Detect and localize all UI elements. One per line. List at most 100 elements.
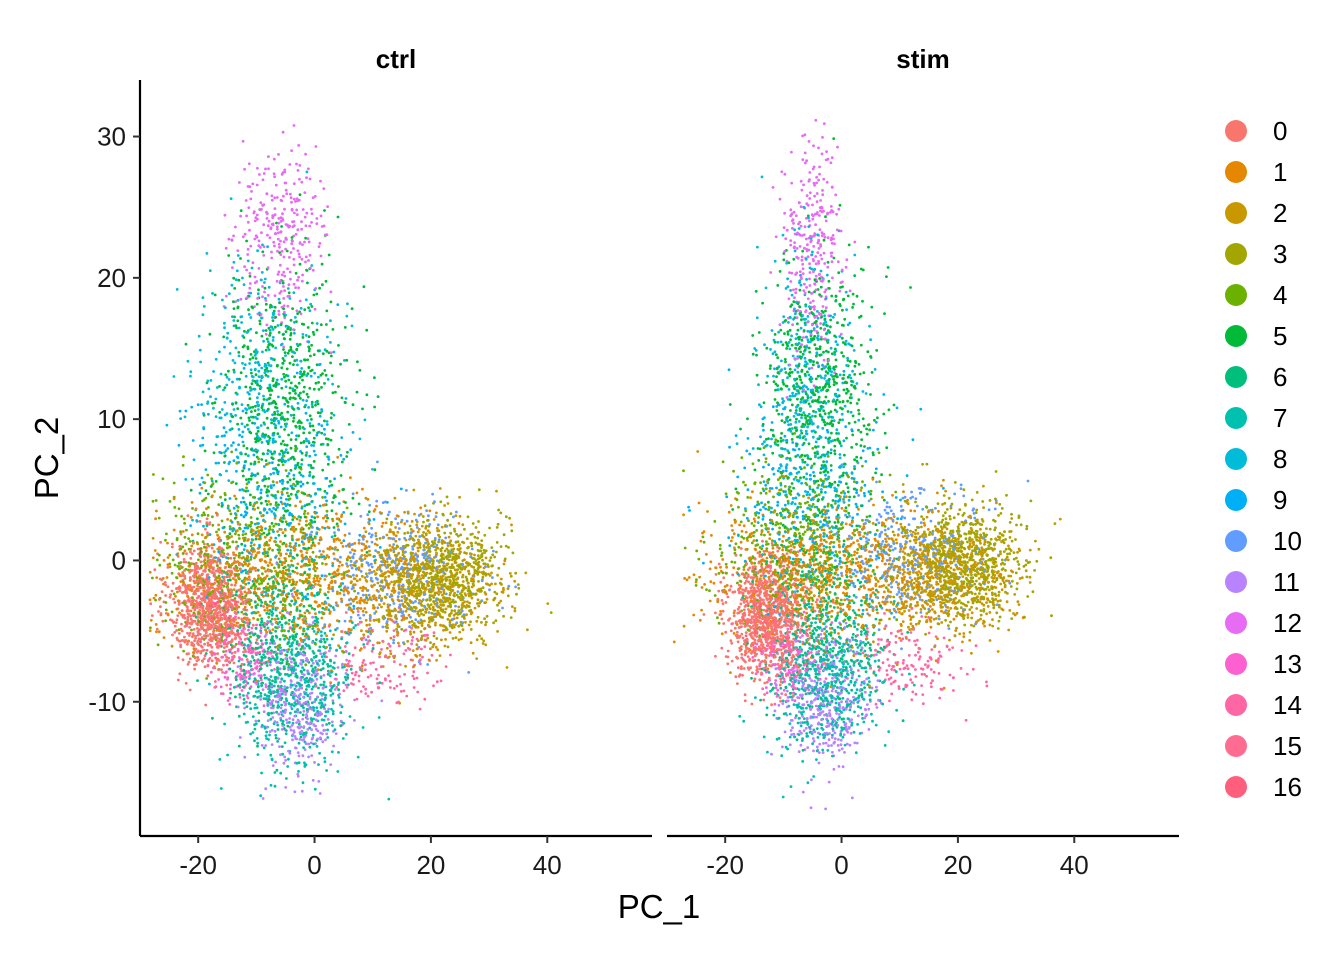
point-ctrl-cluster-1 <box>284 528 287 532</box>
point-ctrl-cluster-11 <box>328 649 331 653</box>
point-ctrl-cluster-5 <box>312 353 316 356</box>
point-ctrl-cluster-0 <box>181 658 185 662</box>
point-ctrl-cluster-1 <box>363 607 367 610</box>
point-ctrl-cluster-8 <box>229 419 232 423</box>
point-ctrl-cluster-4 <box>303 509 307 513</box>
point-ctrl-cluster-6 <box>270 649 273 653</box>
point-ctrl-cluster-5 <box>265 416 269 420</box>
point-ctrl-cluster-2 <box>450 575 454 578</box>
point-ctrl-cluster-5 <box>289 446 293 450</box>
point-ctrl-cluster-2 <box>470 611 474 614</box>
point-ctrl-cluster-11 <box>316 695 319 699</box>
point-ctrl-cluster-1 <box>284 568 288 572</box>
point-ctrl-cluster-4 <box>251 538 255 542</box>
point-ctrl-cluster-8 <box>315 322 319 325</box>
point-ctrl-cluster-12 <box>244 199 248 202</box>
point-ctrl-cluster-8 <box>210 479 214 483</box>
point-ctrl-cluster-0 <box>163 581 167 584</box>
point-ctrl-cluster-11 <box>302 673 306 677</box>
point-ctrl-cluster-3 <box>481 572 485 576</box>
point-ctrl-cluster-3 <box>448 541 452 544</box>
point-ctrl-cluster-2 <box>436 648 440 652</box>
point-ctrl-cluster-9 <box>270 510 274 513</box>
point-ctrl-cluster-5 <box>249 503 252 507</box>
point-ctrl-cluster-10 <box>425 509 428 512</box>
point-ctrl-cluster-3 <box>481 586 485 590</box>
point-ctrl-cluster-8 <box>281 479 285 483</box>
point-ctrl-cluster-2 <box>363 557 367 560</box>
point-ctrl-cluster-5 <box>329 300 333 304</box>
point-ctrl-cluster-2 <box>372 570 376 573</box>
point-ctrl-cluster-5 <box>227 369 230 373</box>
point-ctrl-cluster-8 <box>331 382 334 386</box>
point-ctrl-cluster-12 <box>276 249 279 253</box>
point-ctrl-cluster-13 <box>239 676 242 679</box>
point-ctrl-cluster-4 <box>230 481 234 485</box>
point-ctrl-cluster-5 <box>337 344 340 347</box>
point-ctrl-cluster-5 <box>310 368 314 372</box>
point-ctrl-cluster-8 <box>241 276 244 280</box>
point-ctrl-cluster-0 <box>173 601 177 604</box>
point-ctrl-cluster-5 <box>254 373 258 377</box>
point-ctrl-cluster-9 <box>308 454 312 458</box>
point-ctrl-cluster-11 <box>277 737 281 741</box>
point-ctrl-cluster-12 <box>303 191 307 195</box>
point-ctrl-cluster-0 <box>192 644 196 648</box>
point-ctrl-cluster-12 <box>280 173 284 176</box>
point-ctrl-cluster-7 <box>268 733 271 737</box>
point-ctrl-cluster-12 <box>261 295 264 299</box>
point-ctrl-cluster-3 <box>491 553 495 557</box>
point-ctrl-cluster-13 <box>219 685 223 689</box>
point-ctrl-cluster-7 <box>246 691 250 695</box>
point-ctrl-cluster-5 <box>287 433 290 437</box>
point-ctrl-cluster-12 <box>305 211 309 215</box>
point-ctrl-cluster-2 <box>382 602 386 605</box>
point-ctrl-cluster-0 <box>232 661 236 665</box>
point-ctrl-cluster-4 <box>249 516 253 519</box>
point-ctrl-cluster-5 <box>332 460 335 464</box>
point-ctrl-cluster-10 <box>392 638 395 642</box>
point-ctrl-cluster-5 <box>244 411 248 415</box>
point-ctrl-cluster-14 <box>392 687 396 690</box>
point-ctrl-cluster-8 <box>258 311 261 315</box>
point-ctrl-cluster-2 <box>444 585 448 588</box>
point-ctrl-cluster-10 <box>351 492 355 496</box>
point-ctrl-cluster-10 <box>308 533 312 536</box>
point-ctrl-cluster-5 <box>276 432 280 436</box>
point-ctrl-cluster-1 <box>247 562 251 566</box>
point-ctrl-cluster-7 <box>333 728 337 731</box>
point-ctrl-cluster-6 <box>204 652 208 655</box>
point-ctrl-cluster-3 <box>474 593 478 596</box>
point-ctrl-cluster-5 <box>248 274 252 278</box>
point-ctrl-cluster-4 <box>233 556 236 560</box>
point-ctrl-cluster-3 <box>474 559 478 562</box>
point-ctrl-cluster-12 <box>270 250 273 254</box>
point-ctrl-cluster-2 <box>356 607 359 611</box>
point-ctrl-cluster-2 <box>435 526 439 530</box>
point-ctrl-cluster-1 <box>321 526 324 529</box>
point-ctrl-cluster-2 <box>415 647 419 651</box>
point-ctrl-cluster-5 <box>336 215 340 219</box>
point-ctrl-cluster-2 <box>482 566 486 570</box>
point-ctrl-cluster-9 <box>190 405 194 409</box>
point-ctrl-cluster-7 <box>271 590 275 594</box>
point-ctrl-cluster-12 <box>288 163 292 166</box>
point-ctrl-cluster-6 <box>280 623 284 627</box>
point-ctrl-cluster-0 <box>157 610 160 613</box>
point-ctrl-cluster-1 <box>251 566 255 570</box>
point-ctrl-cluster-1 <box>175 590 179 594</box>
point-ctrl-cluster-3 <box>422 520 425 524</box>
point-ctrl-cluster-5 <box>294 271 298 275</box>
point-ctrl-cluster-6 <box>298 609 302 613</box>
point-ctrl-cluster-5 <box>303 405 307 409</box>
point-ctrl-cluster-3 <box>379 556 383 560</box>
point-ctrl-cluster-7 <box>362 643 366 646</box>
point-ctrl-cluster-6 <box>263 655 267 659</box>
point-ctrl-cluster-11 <box>301 738 304 742</box>
point-ctrl-cluster-12 <box>260 231 263 235</box>
point-ctrl-cluster-5 <box>294 392 297 395</box>
point-ctrl-cluster-3 <box>517 586 521 590</box>
point-ctrl-cluster-14 <box>415 676 419 680</box>
point-ctrl-cluster-14 <box>355 697 359 701</box>
point-ctrl-cluster-12 <box>241 235 245 239</box>
